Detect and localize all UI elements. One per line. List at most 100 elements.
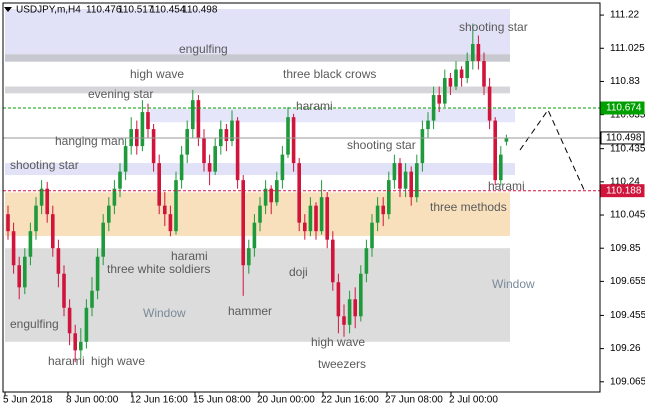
plot — [6, 23, 509, 363]
candle-body — [314, 205, 318, 232]
pattern-label: engulfing — [10, 317, 59, 331]
candle-body — [381, 205, 385, 215]
zone — [5, 86, 510, 94]
candle-body — [6, 214, 10, 232]
candle-body — [297, 163, 301, 223]
candle-body — [146, 112, 150, 130]
candle-body — [62, 273, 66, 308]
candle-body — [67, 307, 72, 334]
candle-body — [207, 163, 212, 172]
zone — [5, 54, 510, 62]
pattern-label: high wave — [311, 335, 365, 349]
pattern-label: tweezers — [318, 357, 366, 371]
frame — [2, 2, 601, 393]
candle-body — [359, 273, 363, 317]
candle-body — [224, 129, 229, 142]
x-tick-label: 27 Jun 08:00 — [385, 395, 443, 406]
candle-body — [426, 120, 430, 130]
y-tick-label: 111.22 — [610, 10, 640, 21]
level-box — [600, 101, 645, 115]
candle-body — [45, 188, 49, 215]
header-value: 110.517 — [118, 5, 154, 16]
x-tick-label: 8 Jun 00:00 — [66, 395, 119, 406]
candle-body — [331, 239, 335, 283]
candle-body — [286, 117, 290, 155]
y-tick-label: 109.455 — [610, 310, 645, 321]
candle-body — [123, 146, 128, 172]
zones — [5, 9, 515, 342]
candle-body — [11, 231, 16, 266]
candle-body — [101, 222, 105, 257]
candle-body — [118, 171, 122, 189]
candle-body — [415, 163, 419, 198]
candle-body — [241, 180, 245, 266]
pattern-label: shooting star — [10, 158, 79, 172]
symbol: USDJPY,m,H4 — [16, 5, 81, 16]
candle-body — [504, 137, 509, 142]
candle-body — [325, 197, 329, 240]
candle-body — [493, 120, 497, 181]
pattern-label: three methods — [430, 200, 507, 214]
candle-body — [487, 86, 492, 121]
y-tick-label: 110.635 — [610, 109, 645, 120]
candle-body — [247, 248, 251, 266]
candle-body — [191, 100, 195, 130]
candle-body — [51, 214, 55, 249]
candle-body — [112, 188, 117, 206]
x-tick-label: 22 Jun 16:00 — [321, 395, 379, 406]
candle-body — [107, 205, 111, 223]
pattern-label: harami — [171, 249, 208, 263]
candle-body — [163, 205, 167, 215]
x-tick-label: 5 Jun 2018 — [3, 395, 53, 406]
level-box — [600, 184, 645, 198]
pattern-label: shooting star — [459, 20, 528, 34]
level-box — [600, 131, 645, 145]
candle-body — [39, 188, 44, 206]
y-tick-label: 109.655 — [610, 276, 645, 287]
candle-body — [95, 256, 100, 291]
pattern-label: evening star — [88, 87, 153, 101]
candle-body — [482, 61, 486, 87]
zone — [5, 248, 510, 342]
y-tick-label: 110.435 — [610, 143, 645, 154]
candle-body — [157, 163, 161, 206]
candle-body — [263, 188, 268, 206]
x-tick-label: 2 Jul 00:00 — [449, 395, 498, 406]
candle-body — [409, 171, 413, 198]
pattern-label: Window — [143, 306, 186, 320]
x-tick-label: 15 Jun 08:00 — [193, 395, 251, 406]
zone — [5, 192, 510, 236]
header-value: 110.476 — [86, 5, 122, 16]
menu-icon — [4, 7, 12, 12]
pattern-label: engulfing — [179, 42, 228, 56]
pattern-label: harami — [296, 99, 333, 113]
y-tick-label: 111.025 — [610, 43, 645, 54]
candle-body — [235, 120, 240, 181]
candle-body — [336, 282, 341, 317]
candle-body — [79, 341, 83, 351]
candle-body — [471, 44, 475, 62]
candle-body — [403, 171, 408, 189]
candle-body — [168, 214, 173, 232]
candle-body — [448, 78, 453, 87]
candle-body — [398, 163, 402, 189]
candle-body — [303, 222, 307, 232]
pattern-label: hanging man — [55, 134, 124, 148]
level-label: 110.188 — [606, 185, 642, 196]
candle-body — [364, 248, 369, 274]
candle-body — [420, 129, 425, 164]
pattern-label: three white soldiers — [107, 262, 210, 276]
pattern-label: shooting star — [347, 138, 416, 152]
candle-body — [23, 256, 27, 288]
pattern-label: Window — [492, 277, 535, 291]
zone — [5, 163, 515, 176]
candle-body — [392, 163, 397, 181]
pattern-label: hammer — [228, 304, 272, 318]
y-tick-label: 110.83 — [610, 76, 640, 87]
candle-body — [252, 222, 257, 249]
level-label: 110.498 — [606, 133, 642, 144]
candle-body — [84, 307, 89, 342]
pattern-label: three black crows — [283, 67, 376, 81]
candle-body — [476, 44, 481, 62]
pattern-label: high wave — [130, 67, 184, 81]
